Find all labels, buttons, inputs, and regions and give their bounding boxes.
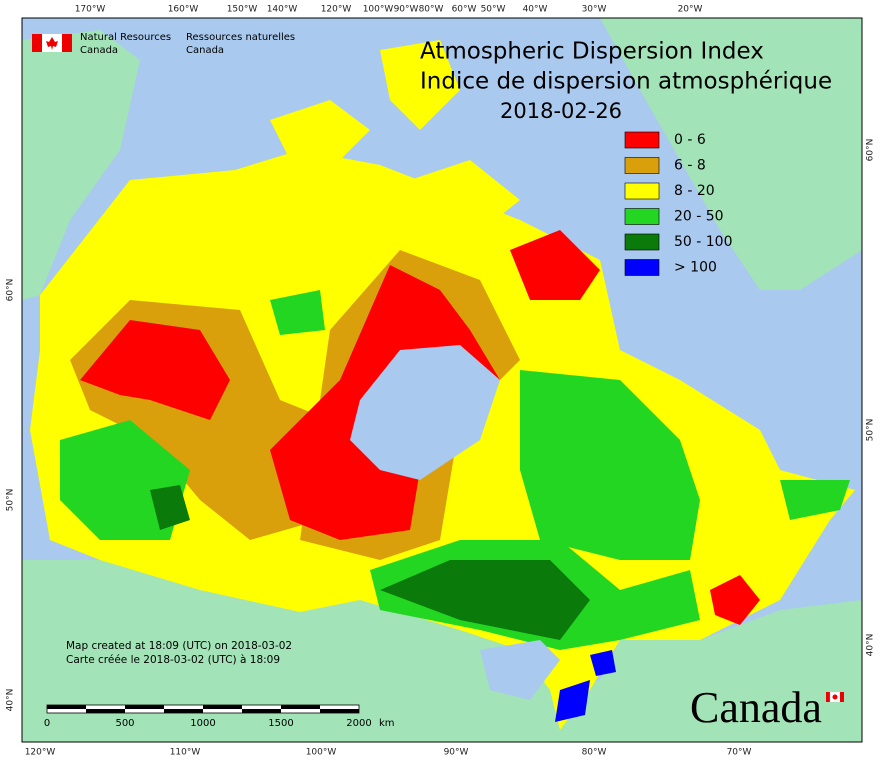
legend-swatch — [624, 259, 660, 276]
scale-segment — [47, 705, 86, 709]
index-zone — [150, 485, 190, 530]
wordmark: Canada — [690, 683, 822, 732]
scale-segment — [203, 705, 242, 709]
legend-swatch — [624, 131, 660, 149]
longitude-label: 80°W — [582, 748, 607, 758]
greenland — [600, 18, 862, 290]
index-zone — [270, 100, 370, 160]
flag-bar — [32, 34, 42, 52]
index-zone — [270, 290, 325, 335]
usa — [22, 560, 862, 742]
index-zone — [80, 320, 230, 420]
scale-label: 2000 — [346, 718, 371, 729]
department-fr: Canada — [186, 45, 224, 56]
longitude-label: 140°W — [267, 5, 298, 15]
longitude-label: 170°W — [75, 5, 106, 15]
flag-bar — [826, 692, 830, 702]
latitude-label: 40°N — [6, 689, 16, 712]
index-zone — [555, 680, 590, 722]
index-zone — [510, 230, 600, 300]
latitude-label: 50°N — [6, 489, 16, 512]
maple-leaf — [46, 37, 58, 50]
index-zone — [520, 370, 700, 560]
legend-swatch — [624, 157, 660, 174]
longitude-label: 90°W — [394, 5, 419, 15]
scale-label: 1000 — [190, 718, 215, 729]
scale-segment — [164, 709, 203, 713]
department-en: Canada — [80, 45, 118, 56]
scale-label: 500 — [115, 718, 134, 729]
scale-label: 0 — [44, 718, 50, 729]
alaska — [22, 30, 140, 300]
legend-swatch — [624, 182, 660, 200]
longitude-label: 60°W — [452, 5, 477, 15]
legend-label: 8 - 20 — [674, 183, 715, 199]
latitude-label: 60°N — [866, 139, 876, 162]
longitude-label: 100°W — [306, 748, 337, 758]
index-zone — [710, 575, 760, 625]
longitude-label: 160°W — [168, 5, 199, 15]
latitude-label: 40°N — [866, 634, 876, 657]
flag-bar — [62, 34, 72, 52]
latitude-label: 50°N — [866, 419, 876, 442]
longitude-label: 30°W — [582, 5, 607, 15]
longitude-label: 120°W — [321, 5, 352, 15]
legend-label: 50 - 100 — [674, 234, 733, 250]
map-frame — [21, 17, 863, 743]
legend-swatch — [624, 233, 660, 251]
created-note: Map created at 18:09 (UTC) on 2018-03-02 — [66, 640, 292, 652]
index-zones — [30, 40, 855, 730]
canada-flag — [32, 34, 72, 52]
scale-label: 1500 — [268, 718, 293, 729]
title: Atmospheric Dispersion Index — [420, 39, 764, 65]
legend-label: > 100 — [674, 260, 717, 276]
longitude-label: 50°W — [481, 5, 506, 15]
title: Indice de dispersion atmosphérique — [420, 69, 832, 95]
index-zone — [780, 480, 850, 520]
department-en: Natural Resources — [80, 32, 171, 43]
legend-swatch — [624, 208, 660, 225]
longitude-label: 70°W — [727, 748, 752, 758]
longitude-label: 90°W — [444, 748, 469, 758]
longitude-label: 110°W — [170, 748, 201, 758]
longitude-label: 80°W — [419, 5, 444, 15]
date: 2018-02-26 — [500, 99, 622, 123]
maple-leaf — [832, 694, 838, 700]
longitude-label: 40°W — [523, 5, 548, 15]
index-zone — [410, 160, 520, 240]
longitude-label: 120°W — [25, 748, 56, 758]
graticule-labels: 170°W 160°W 150°W 140°W 120°W 100°W 90°W 80°W 60… — [6, 5, 876, 758]
scale-segment — [242, 709, 281, 713]
wordmark-flag — [826, 691, 844, 703]
flag-bar — [840, 692, 844, 702]
index-zone — [590, 650, 616, 676]
scale-bar: 0 500 1000 1500 2000 km — [44, 704, 395, 729]
great-lakes — [480, 640, 560, 700]
legend: 0 - 6 6 - 8 8 - 20 20 - 50 50 - 100 > 100 — [624, 131, 733, 276]
scale-segment — [281, 705, 320, 709]
scale-segment — [320, 709, 359, 713]
latitude-label: 60°N — [6, 279, 16, 302]
scale-segment — [125, 705, 164, 709]
longitude-label: 150°W — [227, 5, 258, 15]
scale-segment — [86, 709, 125, 713]
legend-label: 0 - 6 — [674, 132, 706, 148]
created-note: Carte créée le 2018-03-02 (UTC) à 18:09 — [66, 654, 280, 666]
scale-unit: km — [379, 718, 395, 729]
index-zone — [380, 40, 460, 130]
index-zone — [380, 560, 590, 640]
longitude-label: 20°W — [678, 5, 703, 15]
hudson-bay — [350, 345, 500, 480]
legend-label: 6 - 8 — [674, 158, 706, 174]
department-fr: Ressources naturelles — [186, 32, 295, 43]
legend-label: 20 - 50 — [674, 209, 724, 225]
longitude-label: 100°W — [363, 5, 394, 15]
